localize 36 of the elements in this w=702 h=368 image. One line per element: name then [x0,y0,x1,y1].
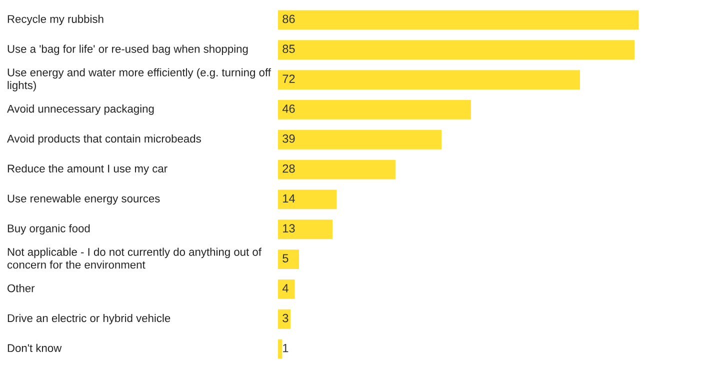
data-label: 4 [282,284,288,292]
bar [278,279,295,299]
data-label: 3 [282,314,288,322]
bar [278,339,282,359]
y-tick-label: Buy organic food [8,224,90,235]
y-tick-label: Drive an electric or hybrid vehicle [8,314,170,324]
data-label: 39 [282,134,295,143]
bar [278,130,442,150]
data-label: 85 [282,44,295,54]
bar [278,100,471,120]
data-label: 13 [283,224,295,233]
y-tick-label: Reduce the amount I use my car [8,164,168,175]
data-label: 1 [283,344,288,352]
bar [278,160,396,180]
data-label: 72 [282,74,295,83]
data-label: 5 [282,254,288,262]
y-tick-label: Don't know [8,344,62,352]
y-tick-label: Avoid products that contain microbeads [7,134,201,145]
y-tick-label: Use a 'bag for life' or re-used bag when shopping [8,44,248,56]
y-tick-label: Use renewable energy sources [8,194,160,205]
y-tick-label: Avoid unnecessary packaging [7,104,154,115]
bar [278,250,299,270]
data-label: 28 [282,164,295,173]
data-label: 86 [282,14,295,24]
bar [278,220,333,240]
y-tick-label: Other [8,284,35,292]
bar [278,70,580,90]
y-tick-label: Not applicable - I do not currently do anything out of concern for the environment [7,248,262,269]
bar [278,190,337,210]
bar [278,10,639,30]
bar [278,40,634,60]
data-label: 46 [282,104,295,113]
y-tick-label: Use energy and water more efficiently (e.g. turning off lights) [8,68,271,92]
data-label: 14 [283,194,295,203]
y-tick-label: Recycle my rubbish [8,14,104,26]
bar [278,309,291,329]
